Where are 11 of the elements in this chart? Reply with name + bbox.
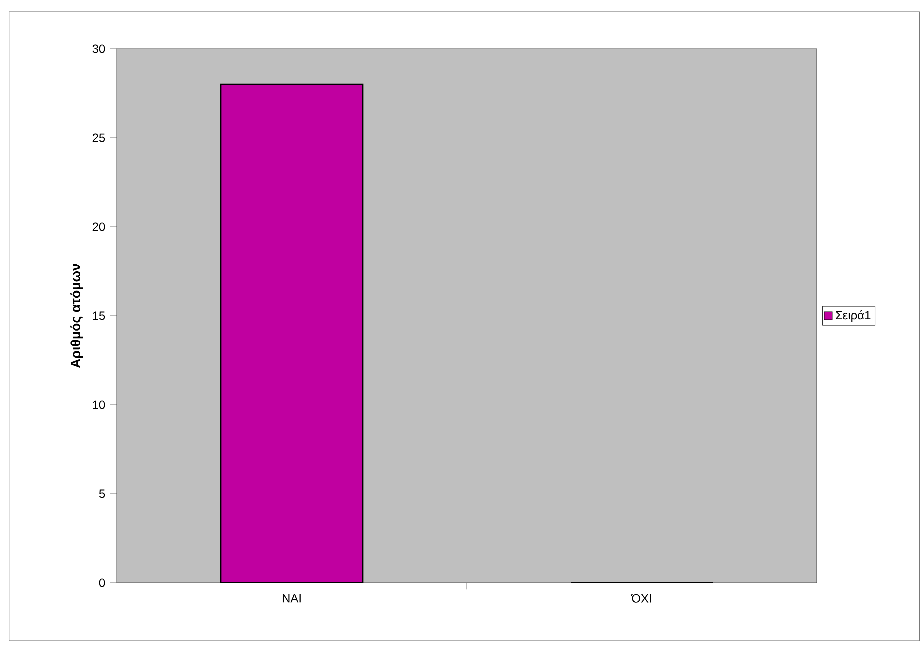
y-tick-label: 0	[99, 578, 106, 588]
y-tick-label: 15	[93, 312, 106, 320]
y-tick-label: 25	[92, 134, 106, 142]
y-tick-label: 30	[92, 44, 106, 54]
y-tick-label: 20	[92, 222, 106, 232]
y-tick-label: 5	[99, 490, 106, 498]
x-tick-label: ΝΑΙ	[282, 594, 301, 603]
y-axis-title: Αριθμός ατόμων	[70, 264, 84, 368]
legend-label: Σειρά1	[836, 310, 871, 322]
y-tick-label: 10	[93, 400, 106, 410]
x-tick-label: ΌΧΙ	[631, 594, 652, 603]
